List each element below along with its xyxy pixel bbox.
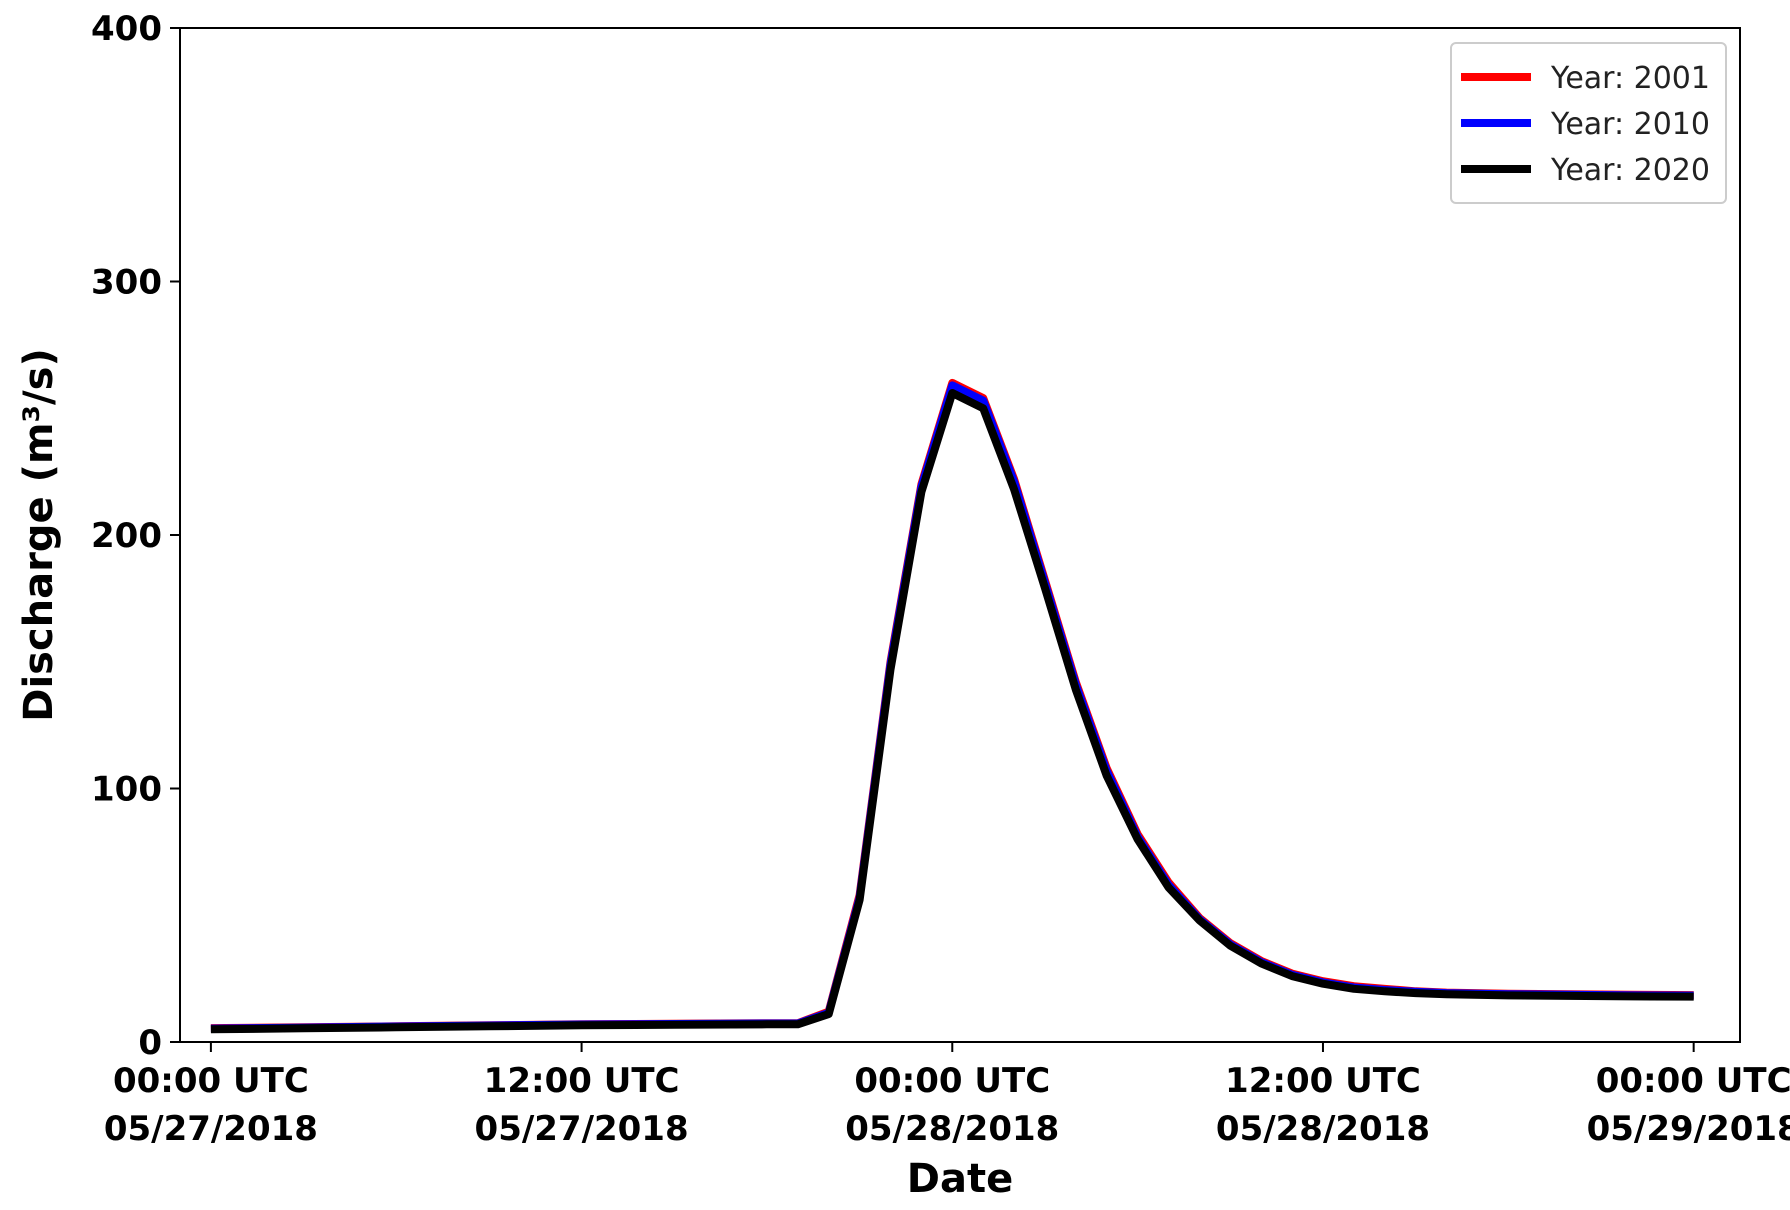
y-tick-label: 100	[91, 770, 162, 810]
x-axis-label: Date	[907, 1156, 1013, 1202]
x-tick-label: 05/28/2018	[845, 1109, 1059, 1149]
series-layer	[210, 378, 1694, 1034]
x-tick-label: 12:00 UTC	[1225, 1061, 1421, 1101]
y-tick-label: 200	[91, 516, 162, 556]
y-axis-label: Discharge (m³/s)	[16, 348, 62, 722]
x-tick-label: 05/29/2018	[1587, 1109, 1790, 1149]
x-tick-label: 12:00 UTC	[484, 1061, 680, 1101]
y-axis: 0 100 200 300 400	[91, 9, 180, 1063]
x-tick-label: 00:00 UTC	[854, 1061, 1050, 1101]
x-tick-label: 00:00 UTC	[113, 1061, 309, 1101]
y-tick-label: 400	[91, 9, 162, 49]
legend-entry: Year: 2010	[1550, 107, 1710, 142]
x-tick-label: 05/28/2018	[1216, 1109, 1430, 1149]
x-tick-label: 05/27/2018	[475, 1109, 689, 1149]
x-tick-label: 05/27/2018	[104, 1109, 318, 1149]
legend: Year: 2001 Year: 2010 Year: 2020	[1450, 42, 1727, 204]
x-axis: 00:00 UTC 05/27/2018 12:00 UTC 05/27/2018 00…	[104, 1042, 1790, 1149]
legend-box	[1450, 42, 1727, 204]
x-tick-label: 00:00 UTC	[1596, 1061, 1790, 1101]
legend-entry: Year: 2001	[1550, 61, 1710, 96]
y-tick-label: 300	[91, 263, 162, 303]
y-tick-label: 0	[138, 1023, 162, 1063]
series-line	[210, 389, 1694, 1034]
legend-entry: Year: 2020	[1550, 153, 1710, 188]
